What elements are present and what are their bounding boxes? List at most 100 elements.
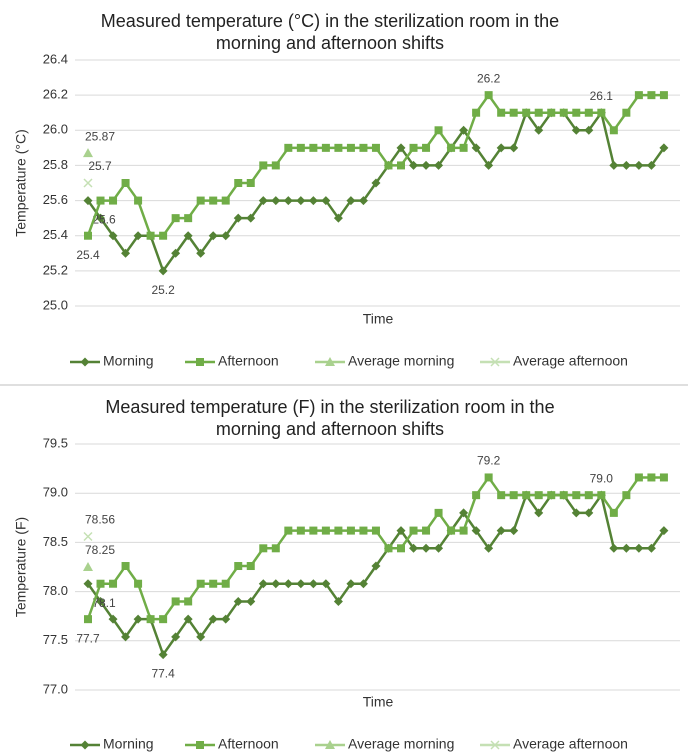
chart-title: Measured temperature (°C) in the sterili…: [100, 11, 560, 53]
marker: [597, 108, 606, 117]
y-tick-label: 25.0: [43, 297, 68, 312]
data-label: 26.2: [477, 71, 501, 85]
marker: [146, 231, 155, 240]
marker: [283, 196, 293, 206]
marker: [497, 491, 506, 500]
marker: [622, 108, 631, 117]
marker: [146, 615, 155, 624]
marker: [621, 160, 631, 170]
marker: [496, 143, 506, 153]
marker: [346, 143, 355, 152]
marker: [209, 579, 218, 588]
marker: [346, 526, 355, 535]
marker: [258, 196, 268, 206]
x-axis-title: Time: [363, 694, 394, 710]
y-tick-label: 77.0: [43, 681, 68, 696]
marker: [534, 508, 544, 518]
marker: [659, 473, 668, 482]
data-label: 79.0: [590, 471, 614, 485]
marker: [571, 508, 581, 518]
marker: [396, 526, 406, 536]
marker: [434, 126, 443, 135]
marker: [109, 579, 118, 588]
marker: [597, 491, 606, 500]
marker: [134, 579, 143, 588]
marker: [584, 108, 593, 117]
marker: [646, 160, 656, 170]
marker: [309, 526, 318, 535]
data-label: 25.2: [151, 283, 175, 297]
marker: [409, 526, 418, 535]
data-label: 78.56: [85, 513, 115, 527]
legend-marker: [490, 740, 500, 750]
marker: [634, 160, 644, 170]
marker: [422, 143, 431, 152]
marker: [333, 213, 343, 223]
marker: [196, 248, 206, 258]
marker: [133, 231, 143, 241]
marker: [296, 196, 306, 206]
marker: [634, 473, 643, 482]
marker: [584, 508, 594, 518]
data-label: 79.2: [477, 454, 501, 468]
series-line: [86, 109, 665, 274]
marker: [196, 196, 205, 205]
marker: [459, 526, 468, 535]
legend-label: Afternoon: [218, 736, 279, 752]
marker: [209, 196, 218, 205]
marker: [472, 491, 481, 500]
marker: [271, 161, 280, 170]
marker: [346, 579, 356, 589]
marker: [346, 196, 356, 206]
marker: [434, 508, 443, 517]
marker: [609, 160, 619, 170]
marker: [233, 213, 243, 223]
marker: [572, 491, 581, 500]
marker: [271, 544, 280, 553]
marker: [534, 108, 543, 117]
marker: [447, 526, 456, 535]
marker: [296, 143, 305, 152]
marker: [259, 161, 268, 170]
marker: [509, 491, 518, 500]
marker: [271, 196, 281, 206]
marker: [496, 526, 506, 536]
marker: [208, 231, 218, 241]
marker: [184, 597, 193, 606]
marker: [534, 125, 544, 135]
marker: [296, 579, 306, 589]
marker: [471, 143, 481, 153]
marker: [484, 160, 494, 170]
marker: [421, 160, 431, 170]
marker: [246, 179, 255, 187]
marker: [308, 579, 318, 589]
marker: [522, 491, 531, 500]
marker: [159, 615, 168, 624]
marker: [584, 491, 593, 500]
marker: [183, 231, 193, 241]
marker: [384, 544, 393, 553]
marker: [371, 178, 381, 188]
legend-label: Morning: [103, 353, 154, 369]
marker: [609, 508, 618, 517]
marker: [96, 213, 106, 223]
y-axis-title: Temperature (°C): [13, 129, 29, 237]
marker: [459, 143, 468, 152]
marker: [484, 473, 493, 482]
marker: [134, 196, 143, 205]
marker: [83, 148, 93, 158]
marker: [196, 579, 205, 588]
marker: [609, 543, 619, 553]
data-label: 77.7: [76, 631, 100, 645]
data-label: 25.4: [76, 248, 100, 262]
marker: [334, 526, 343, 535]
marker: [634, 543, 644, 553]
data-label: 25.87: [85, 129, 115, 143]
legend-label: Average morning: [348, 353, 454, 369]
marker: [284, 526, 293, 535]
marker: [83, 196, 93, 206]
marker: [509, 143, 519, 153]
marker: [409, 160, 419, 170]
marker: [121, 179, 130, 187]
